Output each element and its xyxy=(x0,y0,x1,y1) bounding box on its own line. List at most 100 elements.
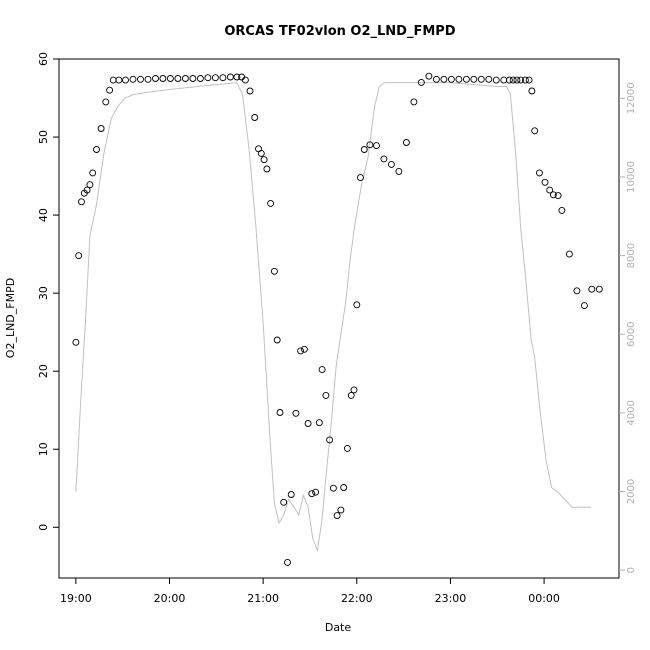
data-point xyxy=(343,444,351,452)
data-point xyxy=(251,114,259,121)
data-point xyxy=(373,142,380,150)
data-point xyxy=(357,174,364,182)
data-point xyxy=(492,76,500,84)
y2-tick-label: 0 xyxy=(626,567,637,573)
data-point xyxy=(509,76,517,84)
data-point xyxy=(241,76,249,84)
data-point xyxy=(447,75,455,83)
y-tick-label: 10 xyxy=(37,442,50,456)
data-point xyxy=(292,409,300,417)
data-point xyxy=(273,336,281,344)
data-point xyxy=(260,156,268,164)
y-axis-label: O2_LND_FMPD xyxy=(4,278,17,358)
data-point xyxy=(410,98,418,106)
data-point xyxy=(395,167,403,175)
data-point xyxy=(440,75,448,83)
data-point xyxy=(541,178,549,186)
data-point xyxy=(304,420,312,427)
data-point xyxy=(122,76,129,84)
data-point xyxy=(554,192,562,200)
data-point xyxy=(337,506,345,514)
data-point xyxy=(535,169,543,177)
data-point xyxy=(350,386,358,394)
x-axis: 19:00 20:00 21:00 22:00 23:00 00:00 xyxy=(60,577,560,605)
data-point xyxy=(196,75,204,82)
data-point xyxy=(284,558,291,566)
data-point xyxy=(226,73,234,81)
data-point xyxy=(204,74,212,82)
data-point xyxy=(174,75,182,82)
data-point xyxy=(528,87,536,95)
data-point xyxy=(102,98,110,106)
data-point xyxy=(462,75,470,83)
data-point xyxy=(267,199,275,207)
data-point xyxy=(219,74,227,82)
line-series xyxy=(75,82,591,553)
data-point xyxy=(246,87,254,95)
x-tick-label: 21:00 xyxy=(247,592,279,605)
x-tick-label: 23:00 xyxy=(435,592,467,605)
y-tick-label: 30 xyxy=(37,286,50,300)
data-point xyxy=(353,301,361,309)
data-point xyxy=(580,302,588,310)
data-point xyxy=(115,76,123,84)
data-point xyxy=(573,287,581,295)
data-point xyxy=(97,125,105,132)
x-tick-label: 20:00 xyxy=(154,592,186,605)
data-point xyxy=(329,484,337,492)
data-point xyxy=(505,76,513,84)
data-point xyxy=(287,491,295,498)
x-axis-label: Date xyxy=(325,621,352,634)
y-tick-label: 50 xyxy=(37,130,50,144)
data-point xyxy=(211,74,219,82)
data-point xyxy=(588,285,596,293)
data-point xyxy=(470,75,478,83)
data-point xyxy=(83,186,91,194)
data-point xyxy=(270,267,278,275)
data-point xyxy=(318,366,326,374)
data-point xyxy=(75,252,83,260)
data-point xyxy=(525,76,533,84)
data-point xyxy=(521,76,529,84)
chart-title: ORCAS TF02vlon O2_LND_FMPD xyxy=(224,24,455,39)
data-point xyxy=(517,76,525,84)
y-tick-label: 0 xyxy=(37,524,50,531)
data-point xyxy=(312,488,320,496)
y2-axis: 0 2000 4000 6000 8000 10000 12000 xyxy=(619,82,637,573)
data-point xyxy=(425,72,433,80)
data-point xyxy=(89,169,97,177)
data-point xyxy=(326,436,334,444)
y2-tick-label: 8000 xyxy=(626,243,637,268)
data-point xyxy=(387,160,395,168)
data-point xyxy=(402,139,410,146)
data-point xyxy=(78,198,85,206)
data-point xyxy=(308,490,316,498)
data-point xyxy=(72,338,80,346)
data-point xyxy=(129,75,137,83)
y-tick-label: 40 xyxy=(37,208,50,222)
data-point xyxy=(181,75,189,82)
data-point xyxy=(380,155,388,163)
data-point xyxy=(263,165,271,173)
x-tick-label: 00:00 xyxy=(528,592,560,605)
data-point xyxy=(137,75,144,83)
data-point xyxy=(189,75,197,82)
data-point xyxy=(280,498,288,506)
x-tick-label: 22:00 xyxy=(341,592,373,605)
y2-tick-label: 6000 xyxy=(626,322,637,347)
data-point xyxy=(485,75,493,83)
data-point xyxy=(166,75,174,82)
data-point xyxy=(531,127,539,135)
data-point xyxy=(233,73,241,81)
y2-tick-label: 10000 xyxy=(626,161,637,193)
y-tick-label: 20 xyxy=(37,364,50,378)
data-point xyxy=(366,141,374,149)
data-point xyxy=(315,419,323,427)
series-line xyxy=(75,82,591,553)
data-point xyxy=(106,86,114,94)
data-point xyxy=(93,146,100,153)
data-point xyxy=(546,186,554,194)
data-point xyxy=(300,345,308,353)
